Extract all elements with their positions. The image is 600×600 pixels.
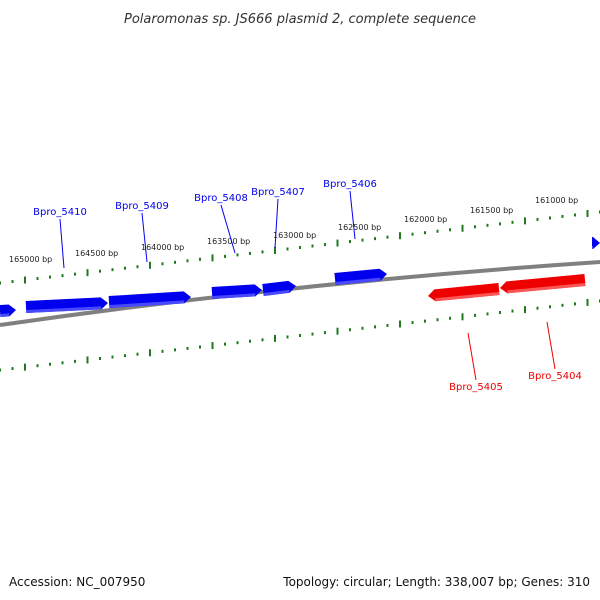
gene-label: Bpro_5406 <box>323 179 377 190</box>
gene-leader-line <box>141 212 148 263</box>
gene-arrow-bpro-5405 <box>428 283 500 302</box>
gene-leader-line <box>546 321 556 370</box>
tick-label: 164000 bp <box>141 243 184 252</box>
inner-tick-ring <box>0 298 600 372</box>
accession-text: Accession: NC_007950 <box>9 575 145 589</box>
tick-label: 163000 bp <box>273 231 316 240</box>
gene-arrow-bpro-5404 <box>500 274 586 294</box>
gene-arrow-bpro-5408 <box>211 284 262 299</box>
gene-label: Bpro_5410 <box>33 207 87 218</box>
gene-features <box>0 237 600 317</box>
tick-labels: 165000 bp 164500 bp 164000 bp 163500 bp 1630… <box>9 196 578 264</box>
gene-feature <box>0 304 16 317</box>
gene-leader-line <box>467 332 477 381</box>
gene-leader-line <box>274 198 279 249</box>
gene-label: Bpro_5409 <box>115 201 169 212</box>
gene-leader-line <box>349 190 356 240</box>
sequence-backbone <box>0 260 600 327</box>
gene-feature <box>592 237 600 249</box>
gene-leader-line <box>59 218 65 269</box>
gene-label: Bpro_5408 <box>194 193 248 204</box>
gene-leader-line <box>220 204 236 254</box>
tick-label: 161500 bp <box>470 206 513 215</box>
topology-summary: Topology: circular; Length: 338,007 bp; … <box>282 575 590 589</box>
gene-label: Bpro_5405 <box>449 382 503 393</box>
outer-tick-ring <box>0 209 600 285</box>
map-title: Polaromonas sp. JS666 plasmid 2, complet… <box>124 12 476 27</box>
gene-label: Bpro_5407 <box>251 187 305 198</box>
gene-label: Bpro_5404 <box>528 371 582 382</box>
tick-label: 162000 bp <box>404 215 447 224</box>
gene-arrow-bpro-5409 <box>108 291 192 308</box>
tick-label: 163500 bp <box>207 237 250 246</box>
tick-label: 162500 bp <box>338 223 381 232</box>
tick-label: 165000 bp <box>9 255 52 264</box>
gene-arrow-bpro-5407 <box>262 280 296 296</box>
tick-label: 164500 bp <box>75 249 118 258</box>
tick-label: 161000 bp <box>535 196 578 205</box>
gene-arrow-bpro-5410 <box>25 297 108 313</box>
gene-arrow-bpro-5406 <box>334 268 387 285</box>
